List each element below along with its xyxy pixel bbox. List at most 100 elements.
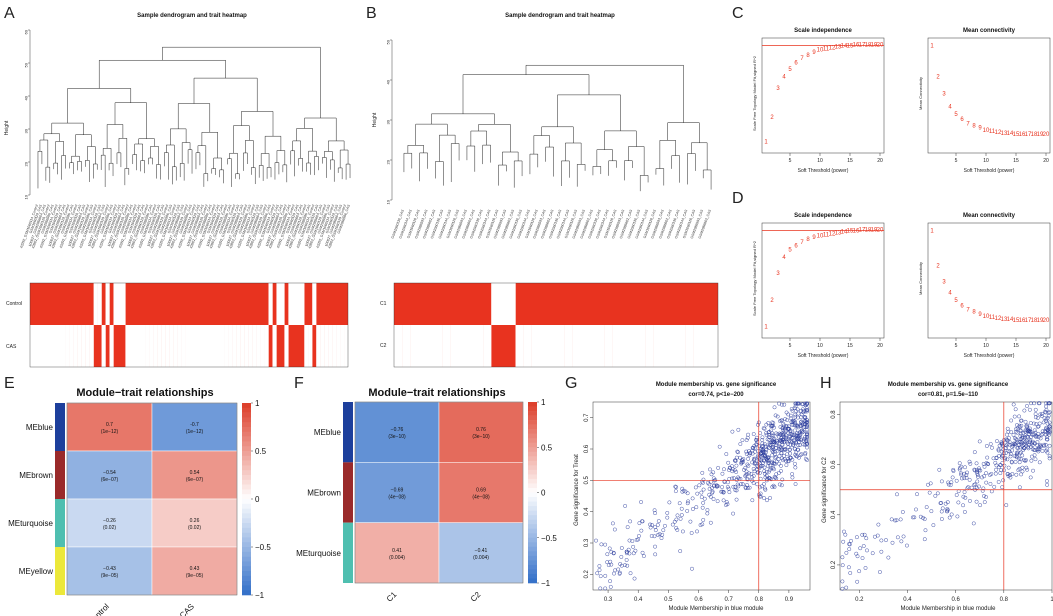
e-legend-step xyxy=(242,561,251,567)
h-point xyxy=(964,475,969,480)
a-trait-cell-white xyxy=(117,283,122,325)
g-point xyxy=(724,452,729,457)
h-point xyxy=(847,542,852,546)
g-point xyxy=(636,537,640,542)
h-point xyxy=(863,566,868,570)
panel-b-trait-label-c1: C1 xyxy=(380,301,387,307)
g-point xyxy=(743,474,748,478)
d-si-point-13: 13 xyxy=(835,230,842,236)
g-point xyxy=(678,549,683,553)
h-point xyxy=(1020,469,1025,474)
g-point xyxy=(598,586,603,591)
g-point xyxy=(779,469,783,473)
a-trait-cell-white xyxy=(328,325,333,367)
g-point xyxy=(766,460,771,465)
b-ytick-label-2: 30 xyxy=(386,119,391,124)
g-point xyxy=(793,452,798,457)
b-branch xyxy=(702,169,712,190)
a-trait-cell-white xyxy=(320,325,325,367)
c-si-point-7: 7 xyxy=(800,56,804,62)
g-point xyxy=(793,412,798,417)
g-point xyxy=(721,498,726,503)
a-trait-cell-white xyxy=(133,325,138,367)
h-point xyxy=(1033,415,1038,420)
a-trait-cell-white xyxy=(189,325,194,367)
a-branch xyxy=(197,145,207,174)
g-point xyxy=(673,484,678,489)
g-point xyxy=(777,431,782,436)
h-point xyxy=(844,585,849,590)
a-trait-cell-white xyxy=(272,325,277,367)
g-point xyxy=(765,477,770,481)
panel-a-dendrogram: Sample dendrogram and trait heatmap Heig… xyxy=(4,13,351,368)
a-trait-cell-white xyxy=(65,325,70,367)
h-point xyxy=(1032,428,1037,433)
h-point xyxy=(1035,448,1040,452)
h-point xyxy=(978,468,983,473)
g-point xyxy=(632,576,637,581)
h-point xyxy=(988,442,993,446)
a-branch xyxy=(85,160,90,183)
h-point xyxy=(1046,413,1051,418)
f-legend-label: 0 xyxy=(541,489,546,498)
a-trait-cell-white xyxy=(304,325,309,367)
g-point xyxy=(653,528,658,533)
h-point xyxy=(1027,407,1032,412)
g-point xyxy=(714,484,719,489)
a-trait-cell-white xyxy=(113,283,118,325)
g-point xyxy=(744,473,748,477)
b-branch xyxy=(435,161,444,186)
g-point xyxy=(598,574,603,579)
h-point xyxy=(957,467,962,472)
d-mc-point-2: 2 xyxy=(936,264,940,270)
h-point xyxy=(922,517,927,522)
g-point xyxy=(779,451,784,456)
d-si-point-3: 3 xyxy=(776,271,780,277)
a-trait-cell-white xyxy=(69,325,74,367)
g-point xyxy=(612,527,617,532)
e-cell-pvalue: (6e−07) xyxy=(101,477,119,483)
g-point xyxy=(793,414,798,419)
g-point xyxy=(733,458,738,463)
e-cell-value: −0.43 xyxy=(103,566,116,572)
a-branch xyxy=(179,163,185,181)
g-point xyxy=(744,477,749,482)
b-trait-cell-white xyxy=(466,325,476,367)
a-trait-cell-white xyxy=(216,325,221,367)
g-point xyxy=(627,538,632,543)
g-frame xyxy=(592,401,811,591)
g-point xyxy=(675,513,680,518)
g-point xyxy=(779,432,784,437)
b-trait-cell-white xyxy=(580,325,589,367)
g-point xyxy=(608,584,613,589)
b-trait-cell-white xyxy=(620,325,630,367)
g-point xyxy=(653,525,658,530)
a-branch xyxy=(193,77,258,112)
g-point xyxy=(781,421,786,426)
h-point xyxy=(1037,460,1042,465)
g-point xyxy=(667,500,672,505)
g-point xyxy=(756,470,761,475)
d-si-title: Scale independence xyxy=(794,213,852,219)
g-point xyxy=(790,472,795,476)
h-point xyxy=(890,540,895,545)
a-trait-cell-white xyxy=(129,325,134,367)
h-point xyxy=(901,534,906,539)
g-point xyxy=(606,563,611,567)
h-point xyxy=(935,491,940,496)
e-legend-step xyxy=(242,427,251,433)
f-legend-step xyxy=(528,551,537,557)
h-point xyxy=(993,471,998,476)
g-point xyxy=(707,482,712,487)
f-row-label-meturquoise: MEturquoise xyxy=(296,549,341,558)
g-point xyxy=(630,539,635,543)
a-branch xyxy=(116,152,122,168)
g-point xyxy=(805,458,809,462)
b-branch xyxy=(407,145,424,154)
d-mc-point-20: 20 xyxy=(1043,318,1050,324)
h-point xyxy=(1015,430,1020,435)
e-legend-step xyxy=(242,451,251,457)
c-mc-point-7: 7 xyxy=(966,121,970,127)
g-point xyxy=(660,532,665,537)
